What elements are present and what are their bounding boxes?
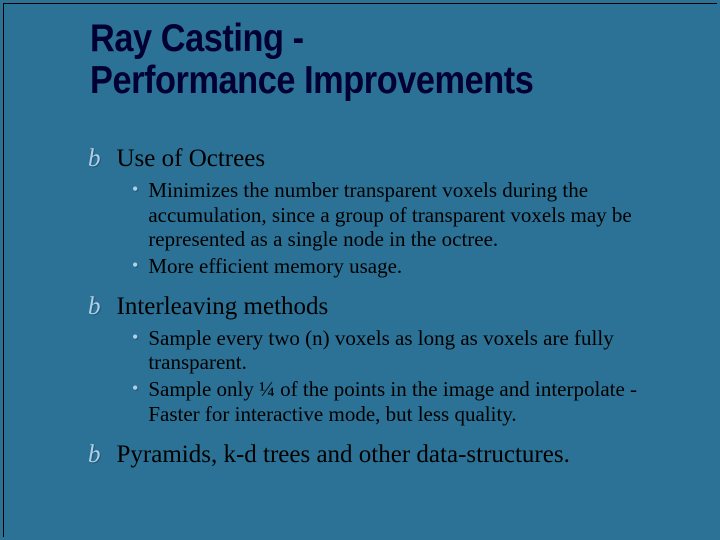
sub-item-text: Minimizes the number transparent voxels … — [148, 178, 688, 252]
sub-bullet-icon: • — [132, 254, 138, 277]
sub-bullet-icon: • — [132, 326, 138, 349]
title-line-1: Ray Casting - — [90, 17, 304, 60]
slide-title: Ray Casting - Performance Improvements — [90, 18, 533, 102]
sub-item-text: Sample only ¼ of the points in the image… — [148, 377, 688, 427]
bullet-icon: b — [88, 145, 101, 173]
bullet-icon: b — [88, 293, 101, 321]
sub-item-text: More efficient memory usage. — [148, 254, 402, 279]
main-item-label: Pyramids, k-d trees and other data-struc… — [117, 441, 570, 470]
main-item-label: Use of Octrees — [117, 145, 266, 174]
bullet-icon: b — [88, 441, 101, 469]
sub-list: • Sample every two (n) voxels as long as… — [132, 326, 688, 427]
list-item: b Use of Octrees — [88, 145, 688, 174]
sub-bullet-icon: • — [132, 178, 138, 201]
slide-content: b Use of Octrees • Minimizes the number … — [88, 145, 688, 473]
sub-bullet-icon: • — [132, 377, 138, 400]
title-line-2: Performance Improvements — [90, 59, 533, 102]
sub-list-item: • Sample only ¼ of the points in the ima… — [132, 377, 688, 427]
sub-list-item: • More efficient memory usage. — [132, 254, 688, 279]
sub-item-text: Sample every two (n) voxels as long as v… — [148, 326, 688, 376]
slide-border-left — [3, 3, 4, 537]
list-item: b Pyramids, k-d trees and other data-str… — [88, 441, 688, 470]
list-item: b Interleaving methods — [88, 293, 688, 322]
sub-list-item: • Sample every two (n) voxels as long as… — [132, 326, 688, 376]
main-item-label: Interleaving methods — [117, 293, 329, 322]
sub-list: • Minimizes the number transparent voxel… — [132, 178, 688, 279]
slide-border-top — [3, 3, 717, 4]
sub-list-item: • Minimizes the number transparent voxel… — [132, 178, 688, 252]
